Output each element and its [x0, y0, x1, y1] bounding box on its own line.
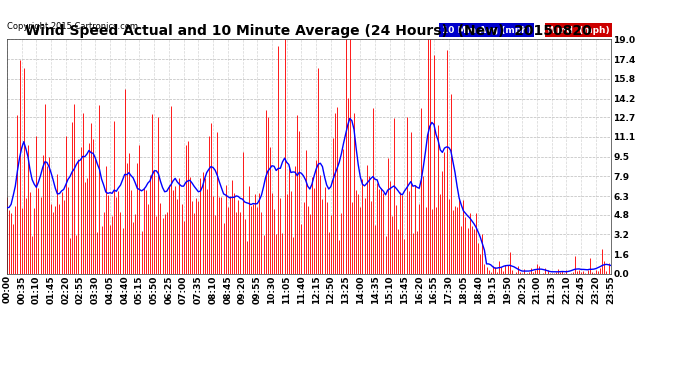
Text: Wind  (mph): Wind (mph) [547, 26, 610, 35]
Title: Wind Speed Actual and 10 Minute Average (24 Hours)  (New)  20150820: Wind Speed Actual and 10 Minute Average … [26, 24, 592, 38]
Text: Copyright 2015 Cartronics.com: Copyright 2015 Cartronics.com [7, 22, 138, 31]
Text: 10 Min Avg (mph): 10 Min Avg (mph) [442, 26, 531, 35]
